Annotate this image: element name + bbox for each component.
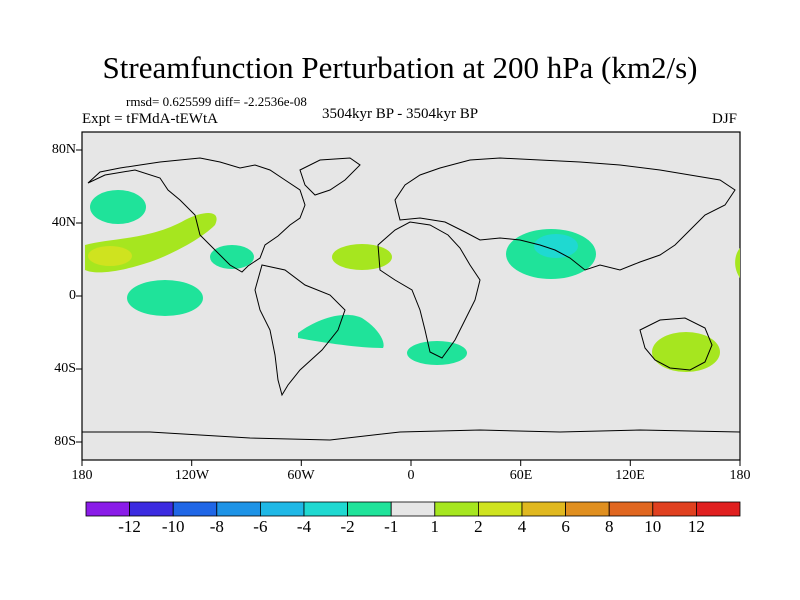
anomaly-contours	[85, 190, 740, 372]
rmsd-text: rmsd= 0.625599 diff= -2.2536e-08	[126, 94, 307, 109]
lat-label-80s: 80S	[54, 434, 76, 449]
colorbar-label: -8	[209, 517, 224, 536]
colorbar-box	[390, 501, 436, 517]
australia-coast	[639, 317, 713, 371]
colorbar-label: 10	[644, 517, 662, 536]
colorbar-box	[259, 501, 305, 517]
africa-coast	[377, 221, 481, 359]
positive-anomaly-north-pacific	[90, 190, 146, 224]
colorbar-box	[565, 501, 610, 517]
negative-anomaly-south-atlantic	[298, 314, 384, 348]
colorbar-label: 1	[430, 517, 440, 536]
axis-ticks	[76, 149, 741, 466]
colorbar-label: -1	[384, 517, 399, 536]
colorbar-box	[608, 501, 654, 517]
chart-title: Streamfunction Perturbation at 200 hPa (…	[102, 50, 698, 85]
antarctica-coast	[82, 429, 741, 441]
season-label: DJF	[712, 111, 738, 127]
lon-label-180e: 180	[729, 468, 751, 483]
negative-anomaly-central-america	[210, 245, 254, 269]
experiment-label: Expt = tFMdA-tEWtA	[82, 111, 218, 127]
colorbar-label: 8	[604, 517, 614, 536]
colorbar-box	[434, 501, 479, 517]
colorbar-box	[652, 501, 697, 517]
colorbar-box	[303, 501, 348, 517]
south-america-coast	[254, 264, 346, 397]
lat-label-0: 0	[69, 288, 76, 303]
coastlines	[82, 157, 741, 441]
colorbar-label: 4	[517, 517, 527, 536]
colorbar-label: -2	[340, 517, 355, 536]
colorbar-label: -10	[161, 517, 185, 536]
colorbar-label: -6	[253, 517, 268, 536]
eurasia-coast	[394, 157, 736, 271]
positive-anomaly-dateline	[735, 248, 740, 278]
colorbar-label: 6	[561, 517, 570, 536]
colorbar-box	[521, 501, 566, 517]
lat-label-40n: 40N	[51, 215, 76, 230]
positive-anomaly-north-atlantic	[332, 244, 392, 270]
colorbar-box	[216, 501, 261, 517]
lon-label-0: 0	[407, 468, 415, 483]
lon-label-180w: 180	[71, 468, 93, 483]
colorbar-label: -12	[118, 517, 141, 536]
colorbar-box	[172, 501, 218, 517]
colorbar	[85, 501, 741, 517]
lat-label-40s: 40S	[54, 361, 76, 376]
colorbar-label: 2	[474, 517, 483, 536]
colorbar-box	[477, 501, 523, 517]
colorbar-box	[129, 501, 174, 517]
lat-label-80n: 80N	[51, 142, 76, 157]
greenland-coast	[299, 157, 361, 196]
north-america-coast	[87, 157, 306, 273]
positive-anomaly-core	[88, 246, 132, 266]
period-label: 3504kyr BP - 3504kyr BP	[322, 106, 479, 122]
colorbar-box	[347, 501, 392, 517]
colorbar-label: 12	[687, 517, 705, 536]
negative-anomaly-south-pacific	[127, 280, 203, 316]
colorbar-box	[85, 501, 130, 517]
negative-anomaly-asia-core	[534, 234, 578, 258]
lon-label-120e: 120E	[615, 468, 645, 483]
lon-label-120w: 120W	[174, 468, 210, 483]
colorbar-box	[696, 501, 741, 517]
lon-label-60w: 60W	[287, 468, 315, 483]
lon-label-60e: 60E	[509, 468, 533, 483]
negative-anomaly-south-africa	[407, 341, 467, 365]
colorbar-label: -4	[296, 517, 312, 536]
positive-anomaly-australia	[652, 332, 720, 372]
